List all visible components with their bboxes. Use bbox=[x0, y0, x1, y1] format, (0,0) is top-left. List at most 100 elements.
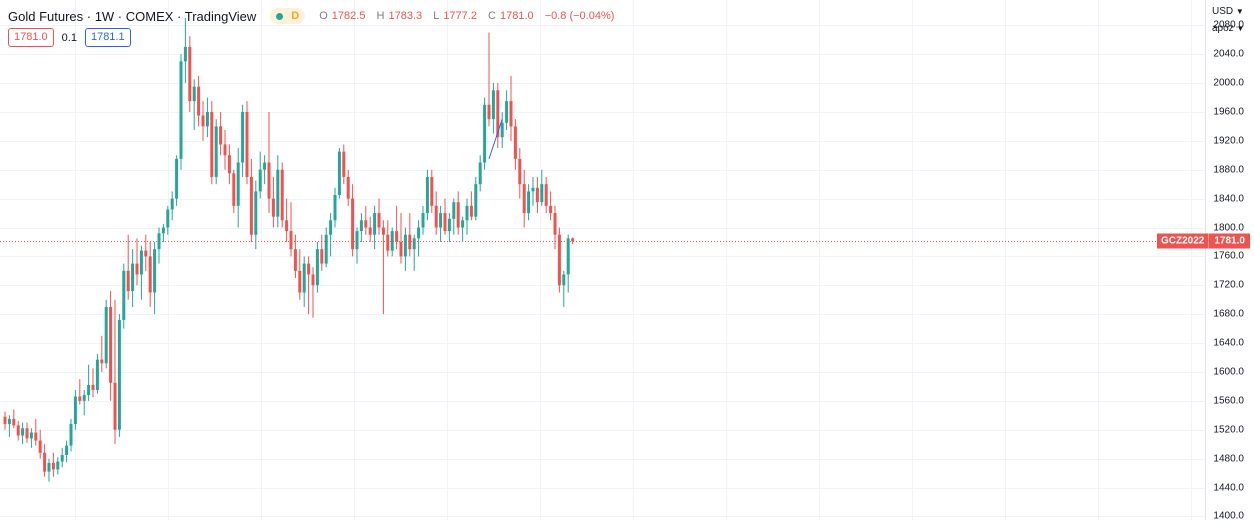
interval-badge: D bbox=[291, 10, 300, 22]
candle-body bbox=[417, 227, 421, 239]
candle-body bbox=[258, 169, 262, 192]
candle-body bbox=[571, 238, 575, 242]
candle-body bbox=[469, 205, 473, 217]
candle-body bbox=[315, 249, 319, 286]
price-tick-label: 1440.0 bbox=[1213, 482, 1244, 493]
candle-body bbox=[232, 173, 236, 206]
candle-body bbox=[148, 256, 152, 293]
symbol-title[interactable]: Gold Futures · 1W · COMEX · TradingView bbox=[8, 8, 257, 24]
candle-body bbox=[544, 184, 548, 206]
bid-price-box[interactable]: 1781.0 bbox=[8, 28, 54, 47]
price-tick-label: 1600.0 bbox=[1213, 366, 1244, 378]
candle-body bbox=[342, 151, 346, 177]
candle-body bbox=[175, 158, 179, 199]
candle-body bbox=[434, 205, 438, 228]
price-tick-label: 1800.0 bbox=[1213, 222, 1244, 233]
candle-body bbox=[87, 384, 91, 396]
candle-body bbox=[386, 234, 390, 251]
candle-body bbox=[205, 111, 209, 127]
price-axis[interactable]: 1400.0 1440.0 1480.0 1520.0 1560.0 1600.0 1640… bbox=[1205, 0, 1254, 522]
price-tick-label: 1400.0 bbox=[1213, 510, 1244, 522]
candle-body bbox=[474, 184, 478, 217]
candle-body bbox=[329, 220, 333, 235]
close-value: 1781.0 bbox=[499, 10, 534, 22]
candle-body bbox=[21, 428, 25, 436]
last-price-value: 1781.0 bbox=[1214, 235, 1245, 247]
candle-body bbox=[373, 213, 377, 235]
chart-area[interactable] bbox=[0, 0, 1205, 520]
candle-body bbox=[289, 231, 293, 250]
candle-body bbox=[144, 250, 148, 257]
candle-body bbox=[505, 101, 509, 123]
candle-body bbox=[276, 169, 280, 217]
candle-body bbox=[557, 234, 561, 286]
candle-body bbox=[210, 111, 214, 177]
candle-body bbox=[359, 220, 363, 232]
candle-body bbox=[399, 241, 403, 257]
candle-body bbox=[122, 270, 126, 320]
candle-body bbox=[447, 218, 451, 232]
price-tick-label: 1880.0 bbox=[1213, 164, 1244, 176]
candle-body bbox=[51, 462, 55, 470]
candle-body bbox=[170, 198, 174, 210]
market-open-dot-icon bbox=[276, 12, 284, 20]
ask-price-box[interactable]: 1781.1 bbox=[84, 28, 131, 47]
series-legend: Gold Futures · 1W · COMEX · TradingView … bbox=[8, 8, 618, 24]
candle-body bbox=[161, 227, 165, 234]
high-value: 1783.3 bbox=[388, 10, 423, 22]
candle-body bbox=[113, 382, 117, 430]
candle-body bbox=[364, 220, 368, 228]
open-label: O bbox=[319, 10, 328, 22]
candle-body bbox=[478, 162, 482, 185]
candle-body bbox=[395, 231, 399, 242]
price-tick-label: 1640.0 bbox=[1213, 337, 1244, 349]
change-value: −0.8 (−0.04%) bbox=[544, 10, 615, 22]
candle-body bbox=[456, 202, 460, 228]
candle-body bbox=[566, 238, 570, 275]
open-value: 1782.5 bbox=[331, 10, 366, 22]
candle-body bbox=[461, 220, 465, 228]
candle-body bbox=[311, 274, 315, 286]
candle-body bbox=[192, 86, 196, 102]
candle-body bbox=[43, 452, 47, 472]
candle-body bbox=[117, 319, 121, 430]
candle-body bbox=[298, 270, 302, 293]
candle-body bbox=[355, 231, 359, 250]
price-tick-label: 1720.0 bbox=[1213, 279, 1244, 291]
candle-body bbox=[16, 425, 20, 436]
price-tick-label: 1680.0 bbox=[1213, 308, 1244, 320]
candle-body bbox=[60, 455, 64, 462]
market-status-badge[interactable]: D bbox=[270, 8, 306, 24]
candlestick-chart[interactable] bbox=[0, 0, 1205, 520]
candle-body bbox=[549, 205, 553, 214]
candle-body bbox=[104, 306, 108, 364]
candle-body bbox=[324, 234, 328, 264]
candle-body bbox=[91, 384, 95, 390]
candle-body bbox=[249, 176, 253, 235]
candle-body bbox=[337, 151, 341, 195]
candle-body bbox=[139, 250, 143, 275]
candle-body bbox=[153, 249, 157, 293]
candle-body bbox=[214, 126, 218, 177]
candle-body bbox=[271, 198, 275, 217]
candle-body bbox=[535, 187, 539, 203]
candle-body bbox=[443, 213, 447, 232]
close-label: C bbox=[488, 10, 496, 22]
candle-body bbox=[553, 213, 557, 235]
currency-selector[interactable]: USD ▼ bbox=[1212, 6, 1244, 17]
candle-body bbox=[100, 359, 104, 364]
high-label: H bbox=[376, 10, 385, 22]
candle-body bbox=[465, 205, 469, 221]
spread-value: 0.1 bbox=[61, 31, 77, 44]
candle-body bbox=[157, 233, 161, 250]
candle-body bbox=[390, 231, 394, 251]
candle-body bbox=[522, 184, 526, 214]
price-tick-label: 1960.0 bbox=[1213, 106, 1244, 118]
candle-body bbox=[531, 187, 535, 192]
candle-body bbox=[126, 270, 130, 292]
candle-body bbox=[377, 213, 381, 228]
candle-body bbox=[412, 238, 416, 250]
scale-mode-selector[interactable]: apoz ▼ bbox=[1212, 23, 1244, 34]
candle-body bbox=[236, 162, 240, 206]
chevron-down-icon: ▼ bbox=[1236, 24, 1245, 33]
